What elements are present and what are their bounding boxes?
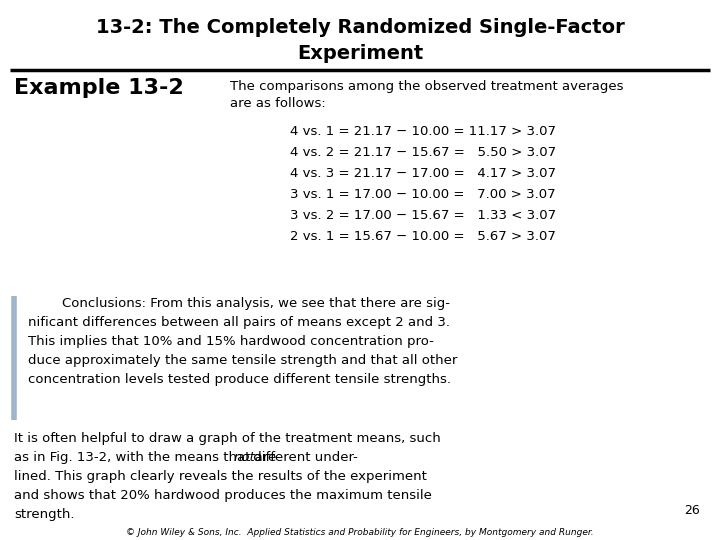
Text: 4 vs. 2 = 21.17 − 15.67 =   5.50 > 3.07: 4 vs. 2 = 21.17 − 15.67 = 5.50 > 3.07 (290, 146, 556, 159)
Text: 3 vs. 2 = 17.00 − 15.67 =   1.33 < 3.07: 3 vs. 2 = 17.00 − 15.67 = 1.33 < 3.07 (290, 209, 556, 222)
Text: lined. This graph clearly reveals the results of the experiment: lined. This graph clearly reveals the re… (14, 470, 427, 483)
Text: Experiment: Experiment (297, 44, 423, 63)
Text: concentration levels tested produce different tensile strengths.: concentration levels tested produce diff… (28, 373, 451, 386)
Text: 4 vs. 3 = 21.17 − 17.00 =   4.17 > 3.07: 4 vs. 3 = 21.17 − 17.00 = 4.17 > 3.07 (290, 167, 556, 180)
Text: 4 vs. 1 = 21.17 − 10.00 = 11.17 > 3.07: 4 vs. 1 = 21.17 − 10.00 = 11.17 > 3.07 (290, 125, 556, 138)
Text: This implies that 10% and 15% hardwood concentration pro-: This implies that 10% and 15% hardwood c… (28, 335, 434, 348)
Text: and shows that 20% hardwood produces the maximum tensile: and shows that 20% hardwood produces the… (14, 489, 432, 502)
Text: Example 13-2: Example 13-2 (14, 78, 184, 98)
Text: duce approximately the same tensile strength and that all other: duce approximately the same tensile stre… (28, 354, 457, 367)
Text: 3 vs. 1 = 17.00 − 10.00 =   7.00 > 3.07: 3 vs. 1 = 17.00 − 10.00 = 7.00 > 3.07 (290, 188, 556, 201)
Text: as in Fig. 13-2, with the means that are: as in Fig. 13-2, with the means that are (14, 451, 281, 464)
Text: 13-2: The Completely Randomized Single-Factor: 13-2: The Completely Randomized Single-F… (96, 18, 624, 37)
Text: © John Wiley & Sons, Inc.  Applied Statistics and Probability for Engineers, by : © John Wiley & Sons, Inc. Applied Statis… (126, 528, 594, 537)
Text: not: not (233, 451, 255, 464)
Text: strength.: strength. (14, 508, 74, 521)
Text: 26: 26 (684, 504, 700, 517)
Text: nificant differences between all pairs of means except 2 and 3.: nificant differences between all pairs o… (28, 316, 450, 329)
Text: The comparisons among the observed treatment averages: The comparisons among the observed treat… (230, 80, 624, 93)
Text: different under-: different under- (249, 451, 359, 464)
Text: Conclusions: From this analysis, we see that there are sig-: Conclusions: From this analysis, we see … (28, 297, 450, 310)
Text: It is often helpful to draw a graph of the treatment means, such: It is often helpful to draw a graph of t… (14, 432, 441, 445)
Text: 2 vs. 1 = 15.67 − 10.00 =   5.67 > 3.07: 2 vs. 1 = 15.67 − 10.00 = 5.67 > 3.07 (290, 230, 556, 243)
Text: are as follows:: are as follows: (230, 97, 325, 110)
